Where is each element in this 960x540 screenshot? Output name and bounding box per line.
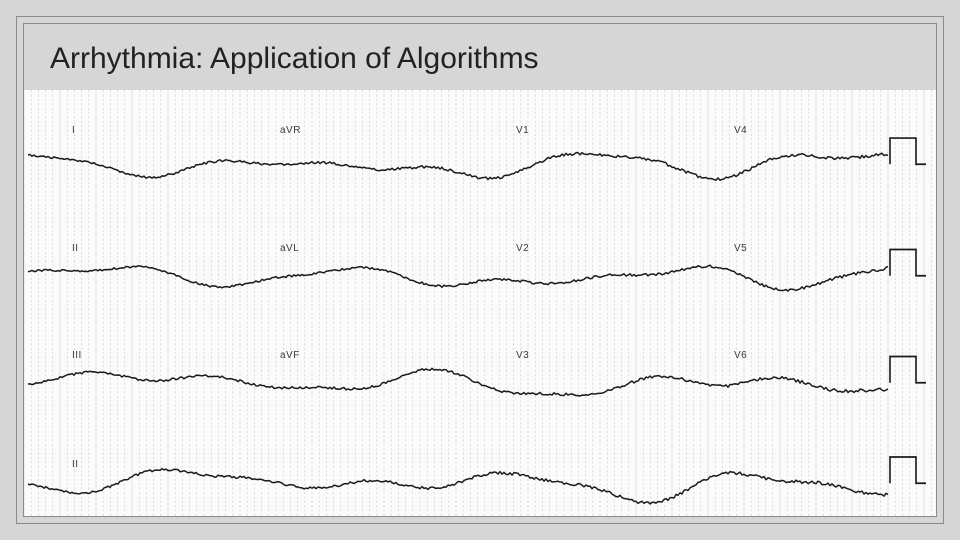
ecg-trace-row-3 [28, 368, 888, 396]
lead-label-v2: V2 [516, 243, 529, 254]
slide-frame: Arrhythmia: Application of Algorithms Ia… [16, 16, 944, 524]
lead-label-v1: V1 [516, 125, 529, 136]
lead-label-v3: V3 [516, 350, 529, 361]
ecg-svg [24, 90, 936, 516]
lead-label-v6: V6 [734, 350, 747, 361]
ecg-trace-row-4 [28, 469, 888, 504]
lead-label-i: I [72, 125, 75, 136]
lead-label-ii: II [72, 459, 79, 470]
slide-inner: Arrhythmia: Application of Algorithms Ia… [23, 23, 937, 517]
title-area: Arrhythmia: Application of Algorithms [24, 24, 936, 86]
lead-label-avr: aVR [280, 125, 301, 136]
lead-label-avl: aVL [280, 243, 299, 254]
ecg-strip: IaVR V1 V4 II aVL V2 V5 III aVF V3 V6 II [24, 90, 936, 516]
ecg-trace-row-1 [28, 153, 888, 181]
lead-label-v5: V5 [734, 243, 747, 254]
lead-label-v4: V4 [734, 125, 747, 136]
ecg-trace-row-2 [28, 265, 888, 291]
lead-label-avf: aVF [280, 350, 300, 361]
slide-title: Arrhythmia: Application of Algorithms [50, 42, 914, 76]
lead-label-iii: III [72, 350, 82, 361]
lead-label-ii: II [72, 243, 79, 254]
